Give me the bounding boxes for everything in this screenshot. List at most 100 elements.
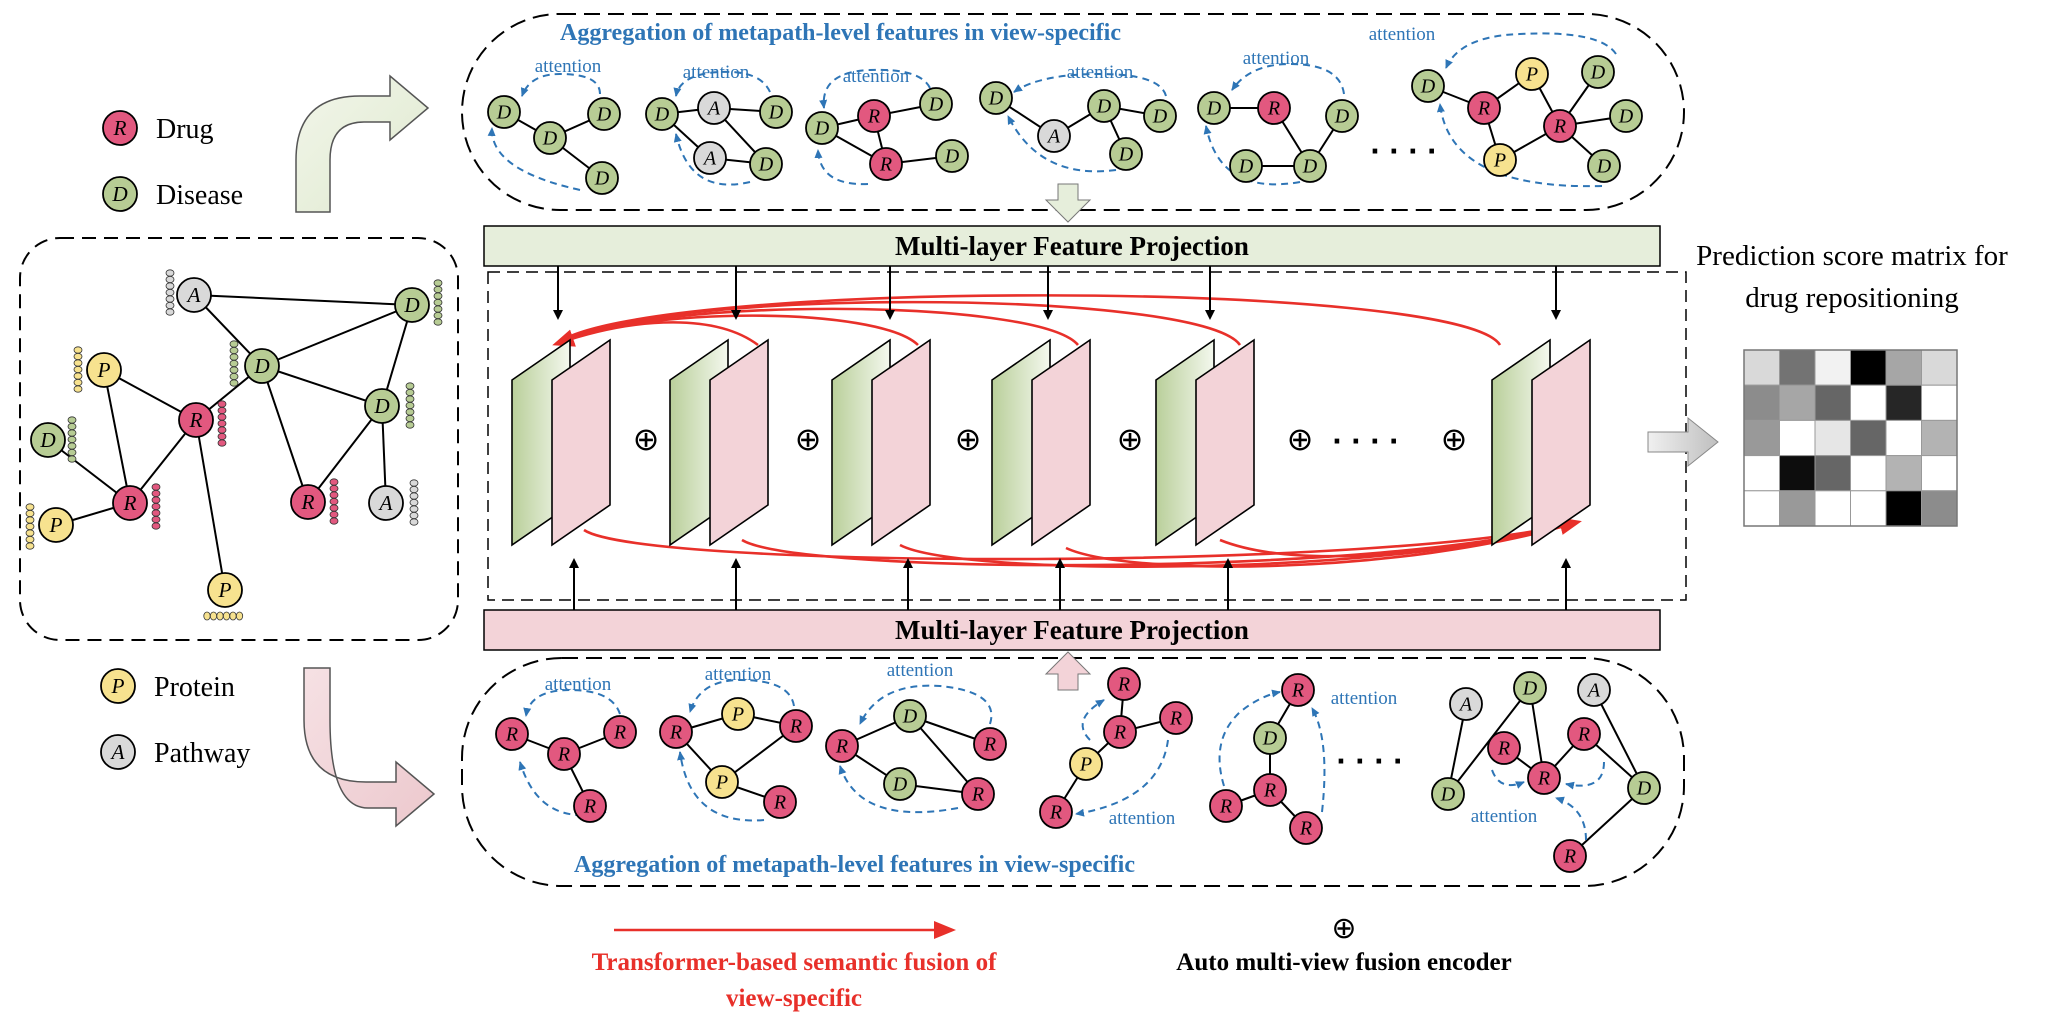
legend-item-drug: R Drug (102, 110, 214, 146)
view-panel-pink (551, 338, 611, 547)
node-disease: D (979, 81, 1013, 115)
feature-bead (405, 382, 415, 390)
feature-bead (433, 292, 443, 300)
feature-bead (203, 611, 211, 621)
fusion-curve-top (555, 294, 1502, 346)
node-disease: D (364, 388, 400, 424)
feature-bead (405, 401, 415, 410)
feature-bead (409, 505, 419, 513)
feature-bead (25, 529, 35, 537)
node-letter: R (1537, 768, 1550, 790)
metapath-top-2: attention D A D A D (645, 62, 793, 186)
feature-vector-icon (229, 340, 239, 387)
metapath-top-1: attention D D D D (487, 56, 621, 195)
feature-bead (217, 406, 227, 415)
node-letter: R (1049, 802, 1062, 824)
feature-bead (409, 492, 419, 500)
node-circle (1037, 119, 1071, 153)
legend-label: Pathway (154, 738, 250, 769)
node-drug: R (961, 777, 995, 811)
matrix-border (1743, 349, 1958, 527)
node-drug: R (1107, 667, 1141, 701)
node-drug: R (1467, 91, 1501, 125)
bottom-up-arrow-icon (1044, 651, 1092, 691)
fusion-plus-icon: ⊕ (1117, 420, 1144, 458)
footer-red-2: view-specific (726, 985, 862, 1012)
graph-edge (261, 365, 309, 503)
node-drug: R (495, 717, 529, 751)
matrix-cell (1814, 490, 1851, 527)
node-circle (693, 141, 727, 175)
ellipsis-encoder: · · · · (1332, 427, 1399, 457)
fusion-curve-bottom (1065, 520, 1579, 568)
feature-bead (433, 311, 443, 320)
node-drug: R (1487, 731, 1521, 765)
node-disease: D (102, 176, 138, 212)
feature-bead (329, 484, 339, 493)
feature-vector-icon (151, 483, 161, 530)
node-circle (394, 287, 430, 323)
matrix-cell (1779, 419, 1816, 457)
node-letter: D (1596, 156, 1612, 178)
node-letter: R (1577, 724, 1590, 746)
node-circle (290, 484, 326, 520)
matrix-cell (1814, 349, 1851, 386)
node-circle (1609, 99, 1643, 133)
node-disease: D (394, 287, 430, 323)
attention-arrow (1565, 761, 1605, 790)
feature-bead (25, 516, 35, 524)
node-letter: D (1420, 76, 1436, 98)
projection-bar-top (483, 225, 1661, 267)
node-protein: P (100, 668, 136, 704)
node-protein: P (38, 507, 74, 543)
node-letter: P (111, 674, 125, 698)
node-letter: R (1267, 98, 1280, 120)
node-circle (1289, 811, 1323, 845)
node-letter: D (1590, 62, 1606, 84)
node-drug: R (1209, 789, 1243, 823)
feature-bead (433, 318, 443, 326)
attention-arrow (1081, 699, 1105, 741)
feature-bead (25, 522, 35, 531)
graph-edge (261, 304, 413, 367)
node-circle (487, 95, 521, 129)
node-drug: R (1103, 715, 1137, 749)
node-letter: P (731, 704, 744, 726)
attention-arrow (1218, 689, 1281, 787)
node-circle (86, 352, 122, 388)
node-letter: D (944, 146, 960, 168)
node-disease: D (749, 147, 783, 181)
node-circle (893, 699, 927, 733)
node-circle (1543, 109, 1577, 143)
fusion-curve-top (555, 314, 919, 346)
fusion-plus-icon: ⊕ (633, 420, 660, 458)
node-protein: P (1515, 57, 1549, 91)
node-circle (759, 95, 793, 129)
attention-arrow (1491, 769, 1525, 789)
feature-bead (73, 346, 83, 354)
node-circle (1069, 747, 1103, 781)
node-letter: D (39, 428, 56, 452)
prediction-title-2: drug repositioning (1745, 282, 1958, 314)
node-drug: R (1553, 839, 1587, 873)
input-graph-box (19, 237, 459, 641)
attention-arrow (1007, 115, 1117, 173)
node-circle (1431, 777, 1465, 811)
matrix-cell (1850, 455, 1887, 492)
metapath-top-3: attention D R D R D (805, 66, 969, 186)
node-circle (935, 139, 969, 173)
matrix-cell (1885, 349, 1922, 386)
node-letter: D (814, 118, 830, 140)
node-letter: R (879, 154, 892, 176)
node-circle (1577, 673, 1611, 707)
node-letter: D (892, 774, 908, 796)
node-protein: P (207, 572, 243, 608)
feature-bead (25, 503, 35, 511)
node-disease: D (805, 111, 839, 145)
node-letter: D (542, 128, 558, 150)
attention-arrow (1231, 62, 1345, 95)
node-circle (1325, 99, 1359, 133)
metapath-bottom-3: attention D R R D R (825, 660, 1007, 814)
node-drug: R (1253, 773, 1287, 807)
